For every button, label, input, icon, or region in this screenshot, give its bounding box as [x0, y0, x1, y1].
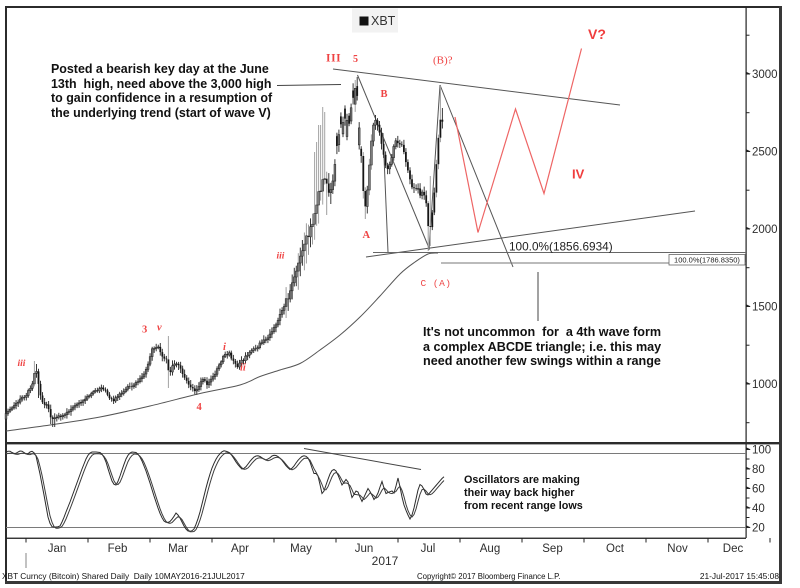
svg-text:1500: 1500 [752, 302, 778, 314]
svg-text:iii: iii [277, 252, 285, 262]
svg-text:iii: iii [18, 359, 26, 369]
svg-text:ii: ii [240, 363, 246, 374]
svg-text:Apr: Apr [231, 543, 249, 555]
svg-text:80: 80 [752, 464, 765, 476]
svg-text:Sep: Sep [542, 543, 562, 555]
svg-text:V?: V? [588, 26, 606, 42]
svg-text:i: i [223, 342, 226, 353]
svg-text:Jul: Jul [421, 543, 436, 555]
svg-text:v: v [157, 323, 162, 334]
svg-text:2017: 2017 [372, 554, 399, 568]
svg-text:Mar: Mar [168, 543, 188, 555]
svg-text:A: A [363, 230, 371, 241]
svg-text:Oct: Oct [606, 543, 625, 555]
svg-text:IV: IV [572, 167, 585, 182]
svg-text:May: May [290, 543, 312, 555]
svg-text:C (A): C (A) [421, 278, 452, 289]
svg-text:2000: 2000 [752, 224, 778, 236]
svg-text:Jan: Jan [48, 543, 67, 555]
svg-text:1000: 1000 [752, 379, 778, 391]
svg-text:Nov: Nov [667, 543, 688, 555]
svg-text:5: 5 [353, 54, 358, 65]
svg-text:100: 100 [752, 445, 771, 457]
svg-text:Jun: Jun [355, 543, 374, 555]
svg-text:100.0%(1786.8350): 100.0%(1786.8350) [674, 256, 740, 265]
svg-text:Aug: Aug [480, 543, 500, 555]
svg-text:2500: 2500 [752, 147, 778, 159]
svg-text:4: 4 [197, 402, 203, 413]
svg-text:III: III [326, 53, 341, 65]
svg-text:Dec: Dec [723, 543, 744, 555]
svg-text:20: 20 [752, 523, 765, 535]
svg-text:3: 3 [142, 325, 147, 336]
svg-text:3000: 3000 [752, 69, 778, 81]
svg-text:Feb: Feb [108, 543, 128, 555]
svg-text:(B)?: (B)? [433, 55, 453, 67]
svg-text:B: B [381, 89, 388, 100]
svg-text:XBT: XBT [371, 14, 396, 28]
svg-text:60: 60 [752, 484, 765, 496]
svg-text:100.0%(1856.6934): 100.0%(1856.6934) [509, 240, 613, 254]
svg-text:40: 40 [752, 503, 765, 515]
